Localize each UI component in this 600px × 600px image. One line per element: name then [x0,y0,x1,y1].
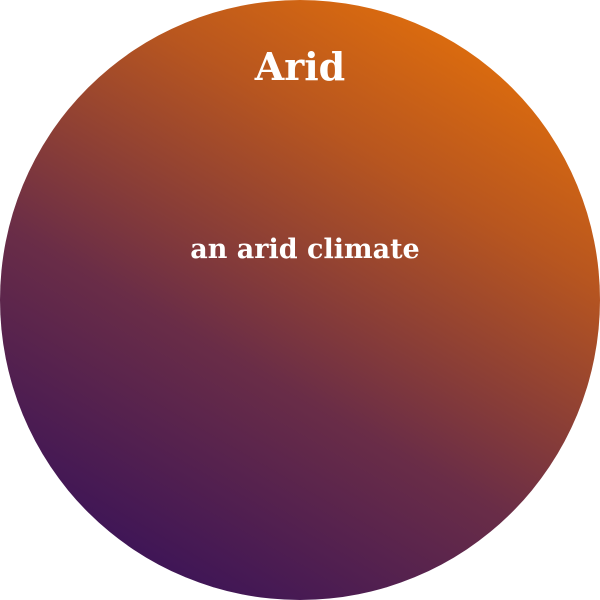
card-title: Arid [254,44,346,89]
card-description: an arid climate [190,234,420,265]
